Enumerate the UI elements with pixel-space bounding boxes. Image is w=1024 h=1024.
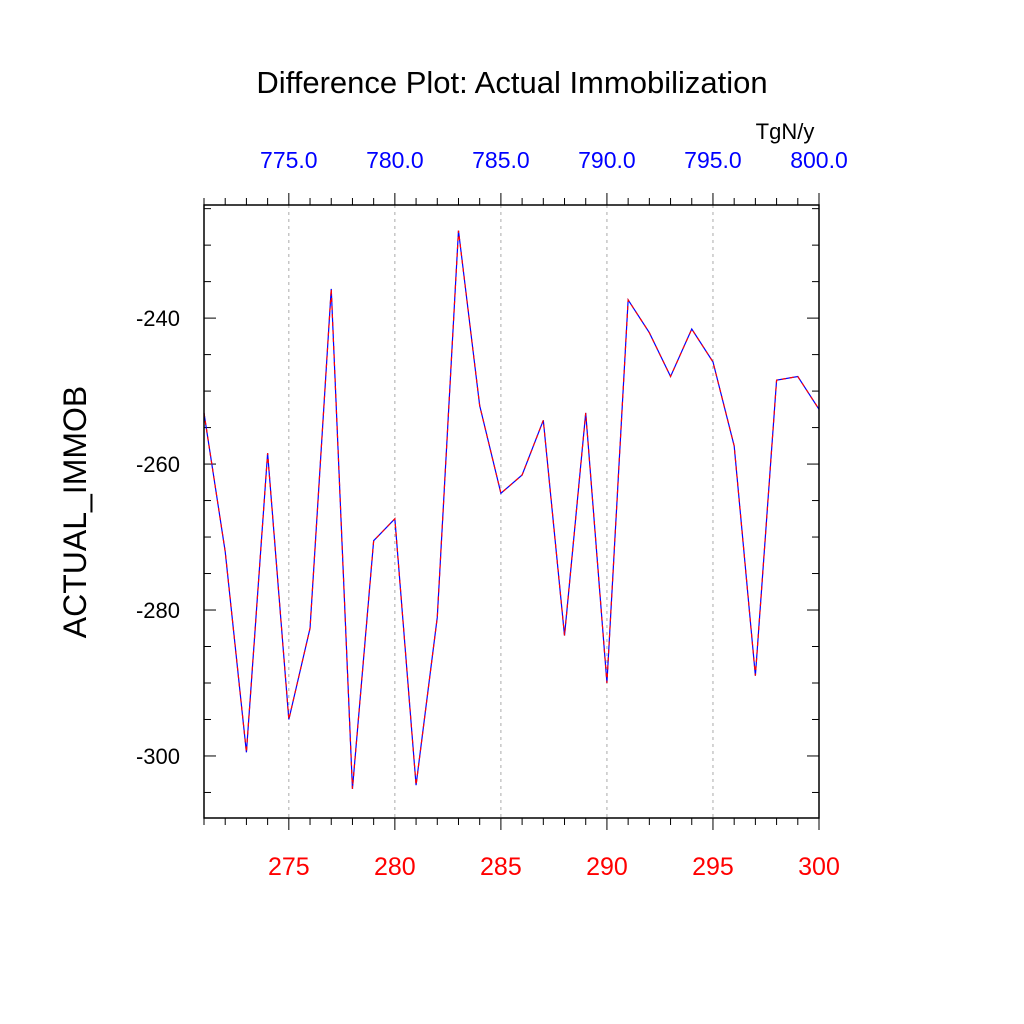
x-tick-label-top: 780.0	[366, 147, 424, 173]
y-axis-label: ACTUAL_IMMOB	[57, 386, 93, 638]
tick-labels: -240 -260 -280 -300 275 280 285 290 295 300 775.0 7…	[136, 147, 848, 881]
x-tick-label-top: 775.0	[260, 147, 318, 173]
series-lines	[203, 230, 820, 789]
chart-title: Difference Plot: Actual Immobilization	[256, 65, 767, 100]
series-line-blue	[203, 230, 820, 789]
plot-frame	[203, 204, 820, 819]
series-line-red	[203, 230, 820, 789]
x-tick-label-top: 800.0	[790, 147, 848, 173]
y-tick-label: -280	[136, 598, 180, 623]
y-tick-label: -300	[136, 744, 180, 769]
x-tick-label-bottom: 285	[480, 853, 522, 881]
y-tick-label: -260	[136, 452, 180, 477]
x-tick-label-bottom: 290	[586, 853, 628, 881]
axis-ticks	[203, 193, 820, 830]
y-tick-label: -240	[136, 306, 180, 331]
units-label: TgN/y	[756, 119, 815, 144]
x-tick-label-top: 790.0	[578, 147, 636, 173]
x-tick-label-top: 795.0	[684, 147, 742, 173]
grid-lines	[288, 205, 714, 818]
x-tick-label-bottom: 280	[374, 853, 416, 881]
x-tick-label-bottom: 295	[692, 853, 734, 881]
x-tick-label-bottom: 300	[798, 853, 840, 881]
x-tick-label-top: 785.0	[472, 147, 530, 173]
x-tick-label-bottom: 275	[268, 853, 310, 881]
